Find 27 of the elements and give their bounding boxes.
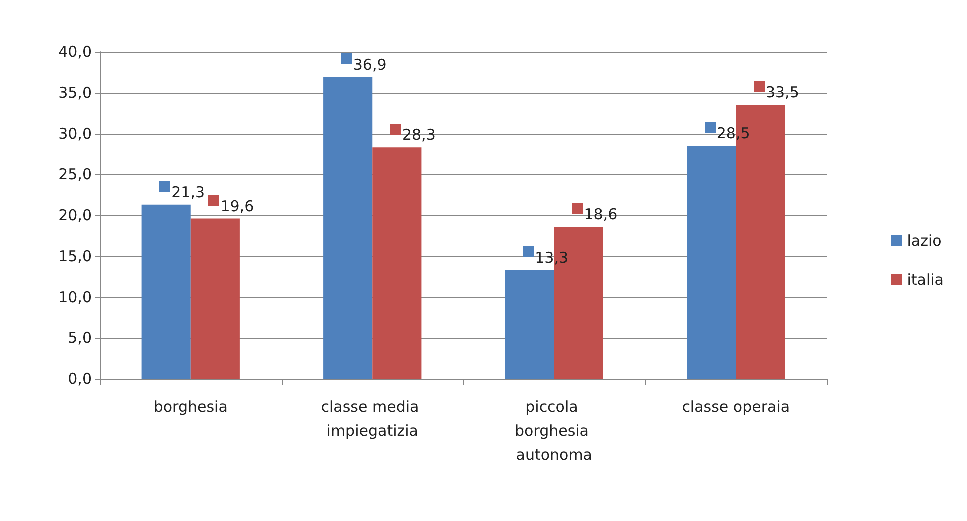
- y-tick-label: 15,0: [58, 247, 92, 266]
- y-tick-label: 35,0: [58, 84, 92, 102]
- x-tick-label: classe media impiegatizia: [321, 398, 424, 440]
- y-tick-label: 30,0: [58, 124, 92, 143]
- y-tick-label: 25,0: [58, 166, 92, 184]
- y-tick-label: 10,0: [58, 288, 92, 306]
- bar: [372, 148, 422, 379]
- data-label: 21,3: [172, 183, 206, 202]
- bar: [142, 204, 191, 379]
- x-tick-label: piccola borghesia autonoma: [514, 398, 594, 464]
- x-tick-label: borghesia: [154, 398, 228, 416]
- legend-label: lazio: [907, 232, 942, 250]
- data-label: 28,3: [402, 126, 436, 144]
- bar: [687, 146, 736, 379]
- x-tick-label: classe operaia: [682, 398, 790, 416]
- legend-label: italia: [907, 271, 944, 289]
- bar: [190, 218, 240, 379]
- y-tick-label: 5,0: [68, 329, 92, 348]
- data-label: 33,5: [766, 84, 800, 102]
- y-tick-label: 40,0: [58, 43, 92, 61]
- data-label: 18,6: [584, 205, 618, 224]
- bar: [324, 77, 373, 379]
- bar: [505, 270, 554, 379]
- data-label: 19,6: [220, 197, 254, 216]
- y-tick-label: 20,0: [58, 206, 92, 224]
- data-label: 36,9: [353, 56, 387, 74]
- y-tick-label: 0,0: [68, 370, 92, 388]
